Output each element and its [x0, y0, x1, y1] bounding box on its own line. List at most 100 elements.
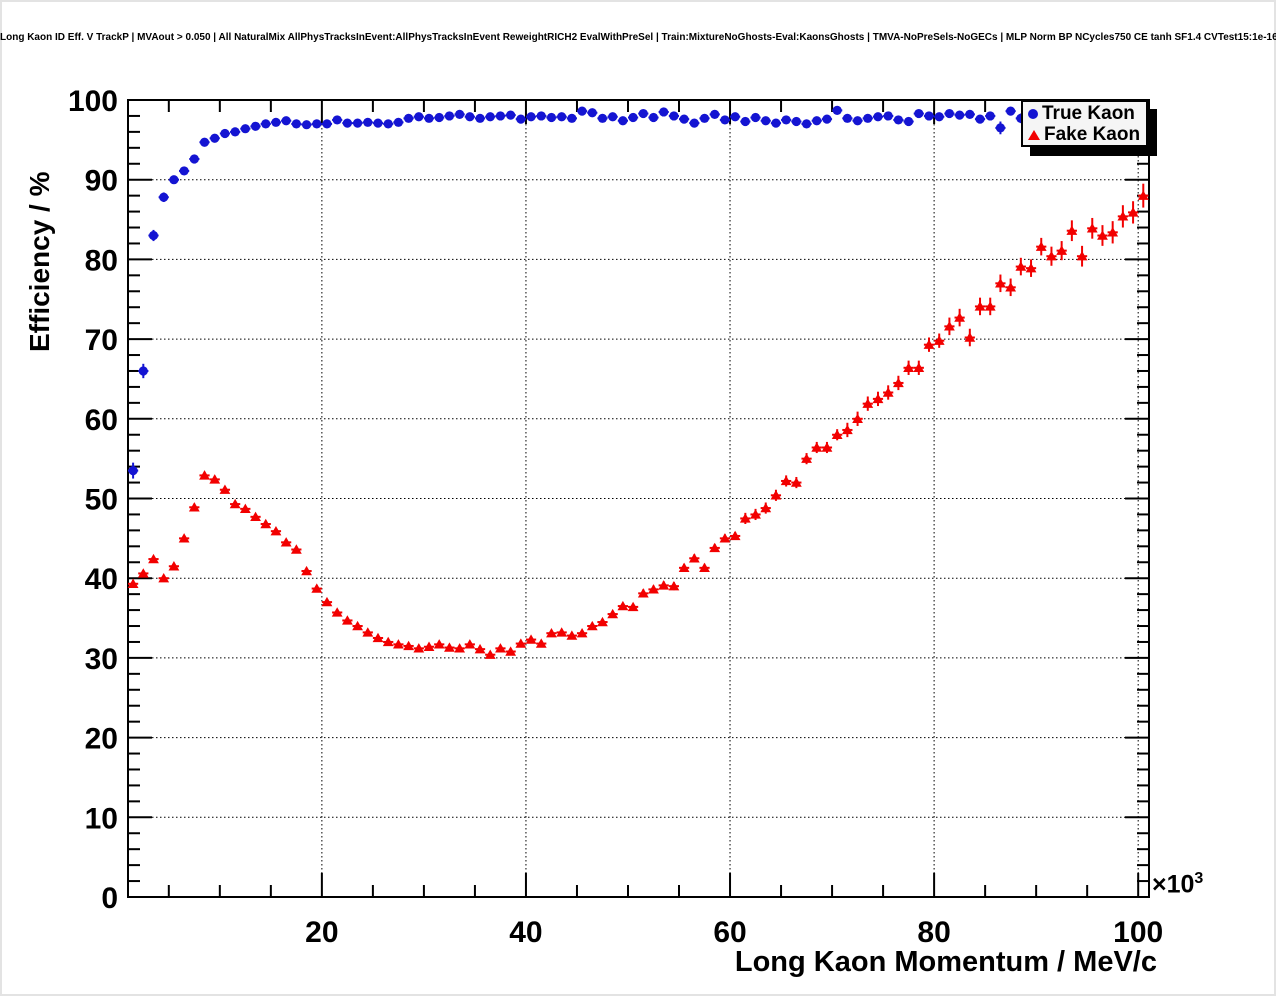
- data-point-marker: [893, 115, 903, 125]
- data-point-marker: [363, 117, 373, 127]
- data-point-marker: [872, 393, 884, 404]
- fake-kaon-marker-icon: [1028, 129, 1040, 140]
- data-point-marker: [586, 620, 598, 631]
- data-point-marker: [341, 615, 353, 625]
- y-axis-title: Efficiency / %: [24, 171, 55, 352]
- data-point-marker: [587, 108, 597, 118]
- data-point-marker: [413, 643, 425, 653]
- y-tick-label: 0: [101, 882, 118, 915]
- data-point-marker: [679, 114, 689, 124]
- data-point-marker: [382, 636, 394, 647]
- y-tick-label: 80: [85, 244, 118, 277]
- data-point-marker: [434, 112, 444, 123]
- x-tick-labels: 20 40 60 80 100: [305, 916, 1163, 949]
- data-point-marker: [862, 398, 874, 408]
- data-point-marker: [455, 109, 465, 119]
- data-point-marker: [801, 453, 812, 463]
- data-point-marker: [720, 115, 730, 125]
- legend-entry-true-kaon: True Kaon: [1028, 103, 1146, 124]
- data-point-marker: [219, 484, 231, 494]
- data-point-marker: [689, 118, 699, 128]
- data-point-marker: [648, 112, 659, 123]
- data-point-marker: [760, 502, 772, 513]
- data-point-marker: [729, 530, 741, 541]
- data-point-marker: [332, 115, 342, 125]
- y-tick-label: 20: [85, 723, 118, 756]
- data-point-marker: [975, 114, 985, 124]
- data-point-marker: [465, 112, 475, 122]
- data-point-marker: [688, 553, 700, 563]
- data-point-marker: [1046, 251, 1057, 261]
- data-point-marker: [515, 638, 527, 648]
- data-point-marker: [883, 111, 893, 121]
- data-point-marker: [525, 634, 537, 644]
- data-point-marker: [352, 620, 363, 631]
- data-point-marker: [260, 518, 272, 529]
- data-point-marker: [199, 137, 210, 147]
- data-point-marker: [464, 639, 476, 649]
- data-point-marker: [240, 124, 250, 134]
- x-tick-label: 80: [917, 916, 950, 949]
- data-point-marker: [342, 118, 352, 128]
- data-point-marker: [780, 475, 792, 486]
- x-axis-title: Long Kaon Momentum / MeV/c: [734, 946, 1157, 978]
- data-point-marker: [484, 649, 496, 659]
- data-point-marker: [1097, 230, 1108, 240]
- data-point-marker: [608, 112, 618, 122]
- data-point-marker: [1025, 262, 1037, 273]
- data-point-marker: [1066, 225, 1078, 235]
- data-point-marker: [169, 175, 179, 185]
- data-point-marker: [832, 105, 842, 115]
- data-point-marker: [535, 638, 547, 648]
- data-point-marker: [1056, 245, 1068, 255]
- data-point-marker: [383, 119, 393, 129]
- data-point-marker: [423, 641, 435, 651]
- data-point-marker: [567, 113, 577, 123]
- x-axis-exponent: ×103: [1152, 870, 1203, 899]
- data-point-marker: [281, 116, 291, 126]
- data-point-marker: [781, 115, 791, 125]
- data-point-marker: [985, 111, 995, 121]
- data-point-marker: [984, 301, 996, 311]
- data-point-marker: [965, 109, 975, 119]
- data-point-marker: [934, 112, 944, 122]
- data-point-marker: [403, 640, 415, 651]
- data-point-marker: [546, 112, 557, 123]
- data-point-marker: [352, 118, 363, 128]
- data-point-marker: [1107, 227, 1119, 237]
- data-point-marker: [250, 121, 261, 131]
- data-point-marker: [923, 339, 935, 349]
- data-point-marker: [924, 111, 934, 121]
- data-point-marker: [444, 642, 455, 652]
- data-point-marker: [577, 106, 587, 116]
- data-point-marker: [270, 525, 282, 536]
- data-point-marker: [168, 561, 180, 571]
- data-point-marker: [220, 128, 230, 139]
- data-point-marker: [933, 335, 945, 345]
- data-point-marker: [576, 627, 588, 638]
- data-point-marker: [812, 116, 822, 126]
- data-point-marker: [250, 511, 261, 522]
- data-point-marker: [995, 278, 1006, 288]
- plot-title: Long Kaon ID Eff. V TrackP | MVAout > 0.…: [0, 32, 1276, 43]
- legend-box: True Kaon Fake Kaon: [1021, 100, 1148, 147]
- data-point-marker: [474, 643, 486, 654]
- data-point-marker: [750, 112, 761, 123]
- data-point-marker: [719, 533, 731, 543]
- data-point-marker: [618, 116, 628, 126]
- data-point-marker: [873, 112, 883, 122]
- data-point-marker: [526, 112, 536, 122]
- data-point-marker: [944, 321, 955, 331]
- data-point-marker: [321, 596, 333, 607]
- legend-label-true-kaon: True Kaon: [1042, 102, 1135, 124]
- data-point-marker: [607, 608, 619, 619]
- data-point-marker: [882, 387, 894, 397]
- data-point-marker: [291, 119, 301, 129]
- data-point-marker: [914, 108, 924, 119]
- data-point-marker: [495, 111, 506, 121]
- data-point-marker: [1127, 207, 1139, 217]
- data-point-marker: [505, 646, 517, 656]
- data-point-marker: [261, 119, 271, 129]
- data-point-marker: [852, 413, 863, 423]
